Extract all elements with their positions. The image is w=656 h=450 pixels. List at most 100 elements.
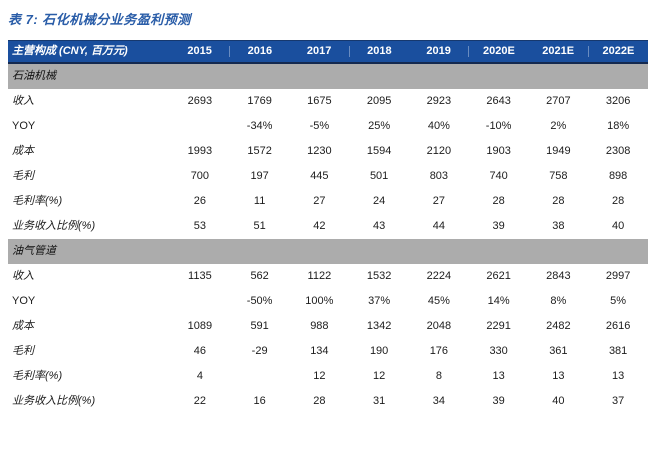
data-cell: 5% (610, 295, 627, 307)
data-cell: 28 (612, 195, 625, 207)
data-cell: 1675 (307, 95, 332, 107)
data-cell: 2693 (187, 95, 213, 107)
data-cell: 40% (427, 120, 450, 132)
header-cell-year: 2019 (409, 46, 470, 57)
data-cell: 803 (429, 170, 449, 182)
data-cell: 40 (552, 395, 565, 407)
data-cell: 14% (487, 295, 510, 307)
data-cell: 37% (368, 295, 391, 307)
data-cell: 34 (432, 395, 445, 407)
data-cell: 2224 (426, 270, 452, 282)
data-cell: 898 (608, 170, 628, 182)
table-body: 石油机械 收入 2693 1769 1675 2095 2923 2643 2707 3206 YO… (8, 64, 648, 414)
table-header-row: 主营构成 (CNY, 百万元) 2015 2016 2017 2018 2019 2020E… (8, 40, 648, 64)
data-cell: 1089 (187, 320, 213, 332)
row-label: 毛利率(%) (12, 370, 63, 382)
data-row: 业务收入比例(%) 22 16 28 31 34 39 40 37 (8, 389, 648, 414)
data-cell: 2120 (426, 145, 452, 157)
data-cell: 330 (489, 345, 508, 357)
data-cell: 40 (612, 220, 625, 232)
data-cell: 2308 (605, 145, 631, 157)
row-label: 毛利率(%) (12, 195, 63, 207)
data-cell: 197 (250, 170, 269, 182)
data-row: 成本 1089 591 988 1342 2048 2291 2482 2616 (8, 314, 648, 339)
data-cell: 31 (373, 395, 386, 407)
data-cell: 988 (310, 320, 329, 332)
data-cell: 1342 (366, 320, 392, 332)
data-cell: 51 (253, 220, 266, 232)
data-cell: 740 (489, 170, 508, 182)
data-cell: 43 (373, 220, 386, 232)
data-cell: 39 (492, 395, 505, 407)
data-cell: 1594 (366, 145, 392, 157)
data-cell: 1993 (187, 145, 213, 157)
row-label: 成本 (12, 320, 34, 332)
data-cell: 2643 (486, 95, 511, 107)
data-cell: 2997 (605, 270, 631, 282)
data-cell: 39 (492, 220, 505, 232)
data-row: YOY -50% 100% 37% 45% 14% 8% 5% (8, 289, 648, 314)
header-cell-year: 2021E (529, 46, 589, 57)
data-cell: 2095 (366, 95, 392, 107)
row-label: 业务收入比例(%) (12, 220, 96, 232)
header-cell-year: 2018 (367, 45, 392, 57)
data-row: 毛利 700 197 445 501 803 740 758 898 (8, 164, 648, 189)
data-cell: 2616 (605, 320, 631, 332)
header-cell-year: 2020E (482, 45, 515, 57)
data-row: 成本 1993 1572 1230 1594 2120 1903 1949 2308 (8, 139, 648, 164)
data-cell: 1135 (188, 270, 212, 282)
page-title: 表 7: 石化机械分业务盈利预测 (8, 12, 191, 27)
header-cell-year: 2017 (290, 46, 350, 57)
forecast-table: 主营构成 (CNY, 百万元) 2015 2016 2017 2018 2019 2020E… (8, 40, 648, 414)
data-row: YOY -34% -5% 25% 40% -10% 2% 18% (8, 114, 648, 139)
data-cell: 46 (193, 345, 206, 357)
data-row: 毛利率(%) 26 11 27 24 27 28 28 28 (8, 189, 648, 214)
header-cell-year: 2016 (247, 45, 273, 57)
data-cell: 26 (193, 195, 206, 207)
data-cell: 1903 (486, 145, 511, 157)
data-cell: 1122 (307, 270, 332, 282)
data-cell: 37 (612, 395, 625, 407)
data-cell: 2843 (546, 270, 571, 282)
data-cell: 758 (549, 170, 568, 182)
data-cell: 22 (193, 395, 206, 407)
data-cell: 176 (429, 345, 449, 357)
data-cell: -29 (251, 345, 268, 357)
row-label: 业务收入比例(%) (12, 395, 96, 407)
data-cell: -10% (485, 120, 512, 132)
data-cell: 2621 (486, 270, 511, 282)
data-cell: 591 (250, 320, 269, 332)
data-cell: 2923 (426, 95, 452, 107)
data-cell: 13 (612, 370, 625, 382)
data-cell: 1572 (247, 145, 272, 157)
row-label: YOY (12, 295, 36, 307)
data-cell: 381 (608, 345, 628, 357)
data-cell: 12 (373, 370, 386, 382)
data-cell: 1230 (307, 145, 332, 157)
data-cell: 28 (552, 195, 565, 207)
data-row: 毛利率(%) 4 12 12 8 13 13 13 (8, 364, 648, 389)
data-row: 收入 1135 562 1122 1532 2224 2621 2843 2997 (8, 264, 648, 289)
data-cell: 27 (432, 195, 445, 207)
row-label: 成本 (12, 145, 34, 157)
row-label: 收入 (12, 270, 34, 282)
data-cell: 2048 (426, 320, 452, 332)
data-cell: 8% (550, 295, 567, 307)
data-cell: 1532 (366, 270, 392, 282)
data-cell: 28 (492, 195, 505, 207)
data-cell: 13 (552, 370, 565, 382)
data-cell: 27 (313, 195, 326, 207)
row-label: 收入 (12, 95, 34, 107)
data-cell: 2482 (546, 320, 571, 332)
data-cell: 1949 (546, 145, 571, 157)
data-cell: 45% (427, 295, 450, 307)
data-cell: 445 (310, 170, 329, 182)
row-label: YOY (12, 120, 36, 132)
data-cell: 134 (310, 345, 329, 357)
data-row: 毛利 46 -29 134 190 176 330 361 381 (8, 339, 648, 364)
header-cell-label: 主营构成 (CNY, 百万元) (12, 45, 128, 57)
section-label: 油气管道 (12, 245, 56, 257)
data-cell: 12 (313, 370, 326, 382)
data-cell: 3206 (605, 95, 631, 107)
data-cell: 100% (305, 295, 334, 307)
